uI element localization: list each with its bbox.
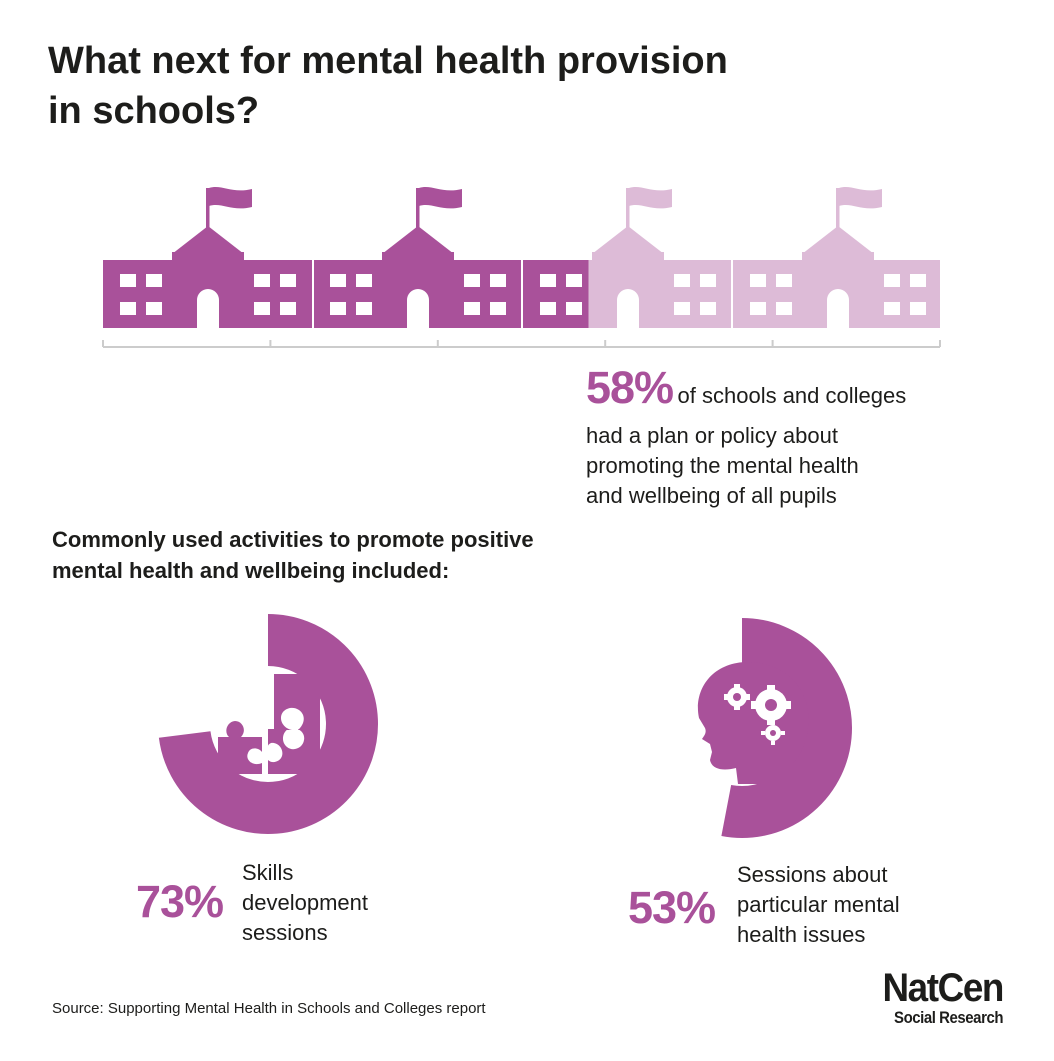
skills-label-line-1: Skills [242, 860, 294, 885]
stat-58-line-4: and wellbeing of all pupils [586, 483, 837, 508]
school-building [330, 187, 506, 328]
school-building [750, 187, 926, 328]
ring-chart-53 [697, 618, 852, 838]
activities-heading-line-1: Commonly used activities to promote posi… [52, 527, 534, 552]
mental-health-sessions-value: 53% [628, 882, 716, 933]
school-building [592, 187, 716, 328]
school-plan-stat: 58% of schools and colleges had a plan o… [586, 365, 1006, 511]
logo-main-text: NatCen [882, 966, 1004, 1010]
natcen-logo: NatCen Social Research [872, 966, 1004, 1028]
source-note: Source: Supporting Mental Health in Scho… [52, 1000, 486, 1017]
ring-chart-73 [158, 614, 378, 834]
puzzle-icon [218, 674, 320, 774]
stat-58-line-3: promoting the mental health [586, 453, 859, 478]
mh-label-line-3: health issues [737, 922, 866, 947]
ring-arc-73 [158, 614, 378, 834]
stat-58-line-1: of schools and colleges [677, 383, 907, 408]
proportion-axis [102, 340, 941, 348]
mh-label-line-2: particular mental [737, 892, 900, 917]
skills-sessions-value: 73% [136, 876, 224, 927]
head-gears-icon [697, 662, 809, 784]
mh-label-line-1: Sessions about [737, 862, 888, 887]
skills-sessions-label: Skills development sessions [242, 858, 462, 948]
logo-sub-text: Social Research [894, 1008, 1004, 1027]
title-line-2: in schools? [48, 90, 260, 132]
schools-row-filled [103, 187, 589, 328]
school-building [120, 187, 296, 328]
ring-arc-53 [721, 618, 852, 838]
mental-health-sessions-label: Sessions about particular mental health … [737, 860, 997, 950]
schools-row-unfilled [588, 187, 940, 328]
skills-label-line-3: sessions [242, 920, 328, 945]
stat-58-line-2: had a plan or policy about [586, 423, 838, 448]
activities-heading: Commonly used activities to promote posi… [52, 524, 672, 586]
stat-58-value: 58% [586, 362, 674, 413]
title-line-1: What next for mental health provision [48, 40, 728, 82]
page-title: What next for mental health provision in… [48, 36, 848, 136]
activities-heading-line-2: mental health and wellbeing included: [52, 558, 450, 583]
skills-label-line-2: development [242, 890, 368, 915]
